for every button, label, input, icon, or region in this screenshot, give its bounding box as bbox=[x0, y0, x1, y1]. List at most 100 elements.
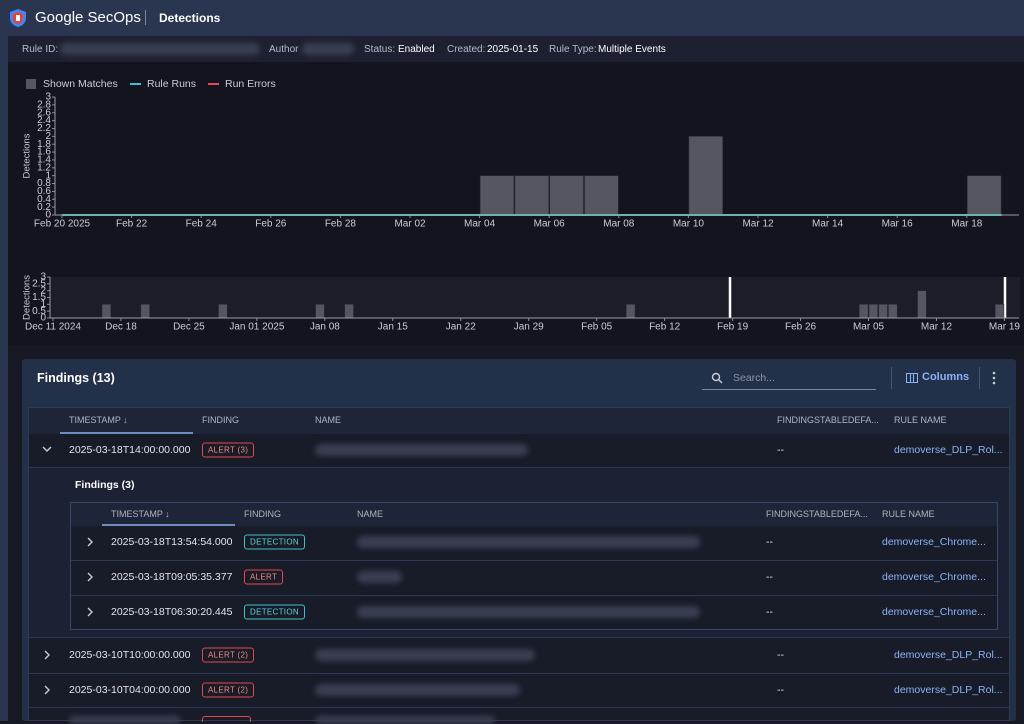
divider bbox=[145, 10, 146, 25]
side-rail bbox=[0, 36, 8, 721]
column-header[interactable]: TIMESTAMP ↓ bbox=[69, 415, 128, 425]
column-header[interactable]: NAME bbox=[315, 415, 342, 425]
x-tick-label: Mar 12 bbox=[742, 219, 774, 230]
x-tick-label: Jan 08 bbox=[310, 322, 340, 333]
expand-chevron[interactable] bbox=[86, 537, 94, 547]
y-tick-label: 1.6 bbox=[37, 147, 51, 158]
x-tick-label: Mar 12 bbox=[921, 322, 953, 333]
timestamp: 2025-03-10T10:00:00.000 bbox=[69, 649, 191, 661]
rule-link[interactable]: demoverse_Chrome... bbox=[882, 571, 986, 583]
expand-chevron[interactable] bbox=[43, 650, 51, 660]
field: -- bbox=[766, 571, 773, 583]
bar bbox=[868, 304, 878, 319]
table-header bbox=[29, 408, 1009, 434]
collapse-chevron[interactable] bbox=[42, 446, 52, 454]
timestamp: 2025-03-18T14:00:00.000 bbox=[69, 444, 191, 456]
column-header[interactable]: NAME bbox=[357, 509, 384, 519]
x-tick-label: Mar 19 bbox=[989, 322, 1021, 333]
value: Multiple Events bbox=[598, 44, 666, 55]
chevron-path bbox=[44, 685, 50, 694]
x-tick-label: Feb 19 bbox=[717, 322, 749, 333]
overview-plot-bg bbox=[50, 277, 1020, 318]
y-tick-label: 1.4 bbox=[37, 155, 51, 166]
redacted bbox=[315, 716, 495, 724]
x-tick-label: Jan 01 2025 bbox=[229, 322, 284, 333]
bar bbox=[688, 136, 723, 216]
rule-link[interactable]: demoverse_Chrome... bbox=[882, 536, 986, 548]
expand-chevron[interactable] bbox=[43, 685, 51, 695]
label: Rule ID: bbox=[22, 44, 59, 55]
finding-badge: ALERT (2) bbox=[202, 647, 255, 663]
finding-badge bbox=[202, 716, 251, 722]
finding-badge: DETECTION bbox=[244, 534, 305, 550]
expand-chevron[interactable] bbox=[86, 607, 94, 617]
redacted bbox=[302, 43, 354, 55]
column-header[interactable]: RULE NAME bbox=[894, 415, 947, 425]
x-tick-label: Mar 06 bbox=[534, 219, 566, 230]
field: -- bbox=[777, 683, 784, 696]
x-tick-label: Mar 05 bbox=[853, 322, 885, 333]
table-row bbox=[29, 707, 1009, 721]
legend-label: Run Errors bbox=[225, 78, 276, 90]
page-title: Detections bbox=[159, 11, 221, 25]
redacted bbox=[357, 606, 700, 618]
legend-swatch bbox=[26, 79, 36, 89]
rule-link[interactable]: demoverse_DLP_Rol... bbox=[894, 649, 1003, 661]
panel-title: Findings (13) bbox=[37, 371, 115, 385]
legend-label: Rule Runs bbox=[147, 78, 196, 90]
menu-icon[interactable] bbox=[991, 371, 997, 385]
rule-link[interactable]: demoverse_DLP_Rol... bbox=[894, 444, 1003, 456]
column-header[interactable]: FINDING bbox=[244, 509, 281, 519]
bar bbox=[218, 304, 228, 319]
column-header[interactable]: FINDINGSTABLEDEFA... bbox=[766, 509, 868, 519]
timestamp: 2025-03-18T09:05:35.377 bbox=[111, 571, 233, 583]
finding-badge: ALERT (3) bbox=[202, 442, 255, 458]
field: -- bbox=[766, 606, 773, 618]
bar bbox=[344, 304, 354, 319]
column-header[interactable]: FINDINGSTABLEDEFA... bbox=[777, 415, 879, 425]
y-tick-label: 3 bbox=[40, 272, 46, 283]
logo bbox=[10, 9, 26, 27]
x-tick-label: Dec 11 2024 bbox=[25, 322, 81, 333]
y-tick-label: 0.8 bbox=[37, 178, 51, 189]
columns-icon bbox=[906, 373, 918, 383]
redacted bbox=[315, 683, 520, 696]
redacted bbox=[357, 536, 700, 548]
column-header[interactable]: RULE NAME bbox=[882, 509, 935, 519]
value: 2025-01-15 bbox=[487, 44, 539, 55]
column-header[interactable]: FINDING bbox=[202, 415, 239, 425]
bar bbox=[626, 304, 636, 319]
bar bbox=[315, 304, 325, 319]
chevron-path bbox=[44, 650, 50, 660]
timestamp: 2025-03-18T06:30:20.445 bbox=[111, 606, 233, 618]
table-header bbox=[71, 503, 997, 526]
x-tick-label: Mar 14 bbox=[812, 219, 844, 230]
charts: Detections00.20.40.60.811.21.41.61.822.2… bbox=[8, 62, 1024, 345]
rule-link[interactable]: demoverse_DLP_Rol... bbox=[894, 683, 1003, 696]
x-tick-label: Jan 15 bbox=[378, 322, 408, 333]
label: Status: bbox=[364, 44, 396, 55]
bar bbox=[140, 304, 150, 319]
y-tick-label: 0 bbox=[40, 313, 46, 324]
x-tick-label: Feb 22 bbox=[116, 219, 148, 230]
redacted bbox=[69, 716, 181, 724]
y-tick-label: 2.5 bbox=[32, 278, 46, 289]
x-tick-label: Feb 05 bbox=[581, 322, 613, 333]
x-tick-label: Feb 12 bbox=[649, 322, 681, 333]
x-tick-label: Feb 26 bbox=[785, 322, 817, 333]
column-header[interactable]: TIMESTAMP ↓ bbox=[111, 509, 170, 519]
label: Rule Type: bbox=[549, 44, 597, 55]
y-tick-label: 2 bbox=[45, 131, 51, 142]
x-tick-label: Mar 10 bbox=[673, 219, 705, 230]
finding-badge: DETECTION bbox=[244, 604, 305, 620]
y-tick-label: 1 bbox=[45, 170, 51, 181]
label: Created: bbox=[447, 44, 486, 55]
expand-chevron[interactable] bbox=[86, 572, 94, 582]
legend-label: Shown Matches bbox=[43, 78, 118, 90]
rule-link[interactable]: demoverse_Chrome... bbox=[882, 606, 986, 618]
columns-button[interactable]: Columns bbox=[922, 371, 970, 383]
bar bbox=[917, 290, 927, 319]
bar bbox=[859, 304, 869, 319]
search-box[interactable] bbox=[702, 366, 876, 390]
